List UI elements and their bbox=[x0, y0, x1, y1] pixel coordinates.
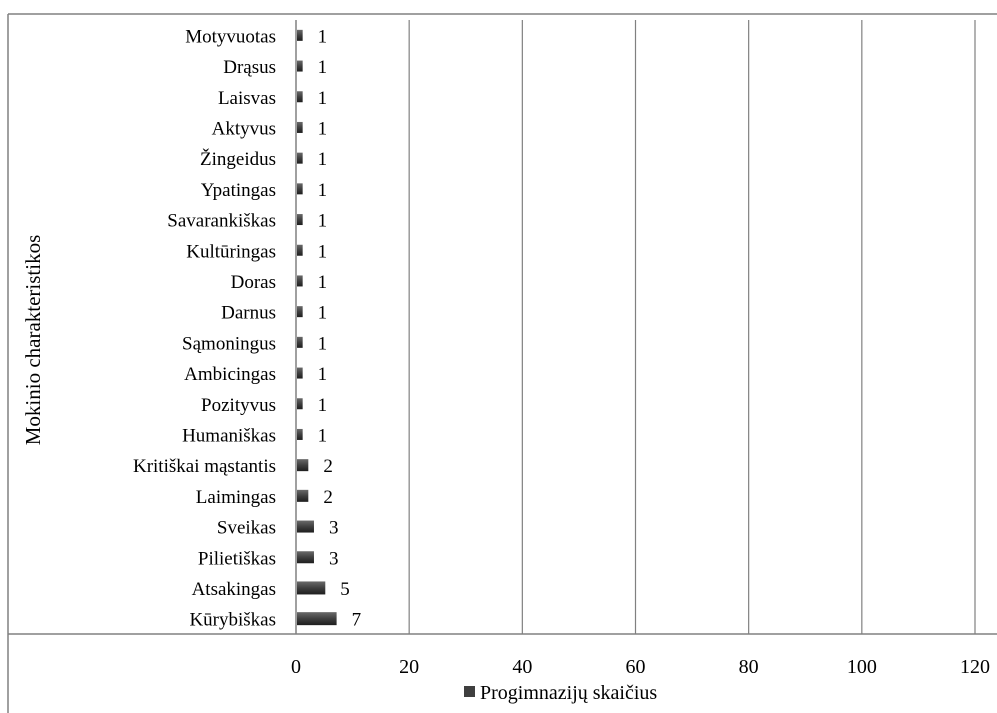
y-axis-title: Mokinio charakteristikos bbox=[21, 235, 45, 446]
data-label: 1 bbox=[318, 395, 328, 416]
data-label: 1 bbox=[318, 333, 328, 354]
category-label: Humaniškas bbox=[182, 425, 276, 446]
category-label: Pozityvus bbox=[201, 395, 276, 416]
data-label: 1 bbox=[318, 57, 328, 78]
bar bbox=[297, 91, 303, 103]
bar bbox=[297, 612, 337, 626]
legend-swatch bbox=[464, 686, 475, 697]
bar bbox=[297, 29, 303, 41]
category-label: Doras bbox=[231, 272, 276, 293]
gridlines bbox=[408, 20, 976, 634]
data-label: 1 bbox=[318, 364, 328, 385]
category-label: Atsakingas bbox=[192, 579, 276, 600]
bar bbox=[297, 336, 303, 348]
bars bbox=[297, 29, 337, 626]
data-label: 1 bbox=[318, 241, 328, 262]
legend: Progimnazijų skaičius bbox=[464, 682, 657, 704]
data-label: 3 bbox=[329, 548, 339, 569]
data-label: 1 bbox=[318, 118, 328, 139]
category-label: Laisvas bbox=[218, 88, 276, 109]
category-label: Ambicingas bbox=[184, 364, 276, 385]
data-label: 5 bbox=[340, 579, 350, 600]
x-tick-label: 60 bbox=[626, 656, 646, 678]
x-tick-label: 100 bbox=[847, 656, 877, 678]
bar bbox=[297, 459, 309, 472]
x-tick-label: 0 bbox=[291, 656, 301, 678]
bar bbox=[297, 367, 303, 379]
bar bbox=[297, 398, 303, 410]
category-label: Kūrybiškas bbox=[189, 610, 276, 631]
data-label: 1 bbox=[318, 88, 328, 109]
category-labels: Motyvuotas Drąsus Laisvas Aktyvus Žingeidus Y… bbox=[133, 26, 276, 630]
chart-frame bbox=[7, 13, 997, 713]
bar bbox=[297, 520, 314, 533]
bar bbox=[297, 428, 303, 440]
bar bbox=[297, 489, 309, 502]
bar bbox=[297, 551, 314, 564]
x-tick-label: 80 bbox=[739, 656, 759, 678]
category-label: Drąsus bbox=[223, 57, 276, 78]
category-label: Laimingas bbox=[196, 487, 276, 508]
data-label: 2 bbox=[323, 487, 333, 508]
data-label: 1 bbox=[318, 211, 328, 232]
bar bbox=[297, 121, 303, 133]
data-label: 7 bbox=[352, 610, 362, 631]
bar bbox=[297, 183, 303, 195]
data-label: 1 bbox=[318, 149, 328, 170]
category-label: Sąmoningus bbox=[182, 333, 276, 354]
x-tick-label: 20 bbox=[399, 656, 419, 678]
data-label: 1 bbox=[318, 180, 328, 201]
data-label: 2 bbox=[323, 456, 333, 477]
legend-label: Progimnazijų skaičius bbox=[480, 682, 657, 704]
x-tick-label: 40 bbox=[512, 656, 532, 678]
category-label: Kultūringas bbox=[186, 241, 276, 262]
x-tick-label: 120 bbox=[960, 656, 990, 678]
data-label: 1 bbox=[318, 26, 328, 47]
category-label: Kritiškai mąstantis bbox=[133, 456, 276, 477]
bar bbox=[297, 152, 303, 164]
bar bbox=[297, 581, 326, 595]
data-label: 3 bbox=[329, 518, 339, 539]
category-label: Sveikas bbox=[217, 518, 276, 539]
category-label: Pilietiškas bbox=[198, 548, 276, 569]
category-label: Ypatingas bbox=[201, 180, 276, 201]
data-label: 1 bbox=[318, 425, 328, 446]
data-label: 1 bbox=[318, 272, 328, 293]
bar bbox=[297, 306, 303, 318]
bar bbox=[297, 60, 303, 72]
bar bbox=[297, 214, 303, 226]
category-label: Motyvuotas bbox=[185, 26, 276, 47]
bar bbox=[297, 244, 303, 256]
category-label: Darnus bbox=[221, 303, 276, 324]
category-label: Aktyvus bbox=[212, 118, 276, 139]
x-tick-labels: 0 20 40 60 80 100 120 bbox=[291, 656, 990, 678]
category-label: Žingeidus bbox=[200, 148, 276, 170]
bar bbox=[297, 275, 303, 287]
category-label: Savarankiškas bbox=[167, 211, 276, 232]
data-label: 1 bbox=[318, 303, 328, 324]
